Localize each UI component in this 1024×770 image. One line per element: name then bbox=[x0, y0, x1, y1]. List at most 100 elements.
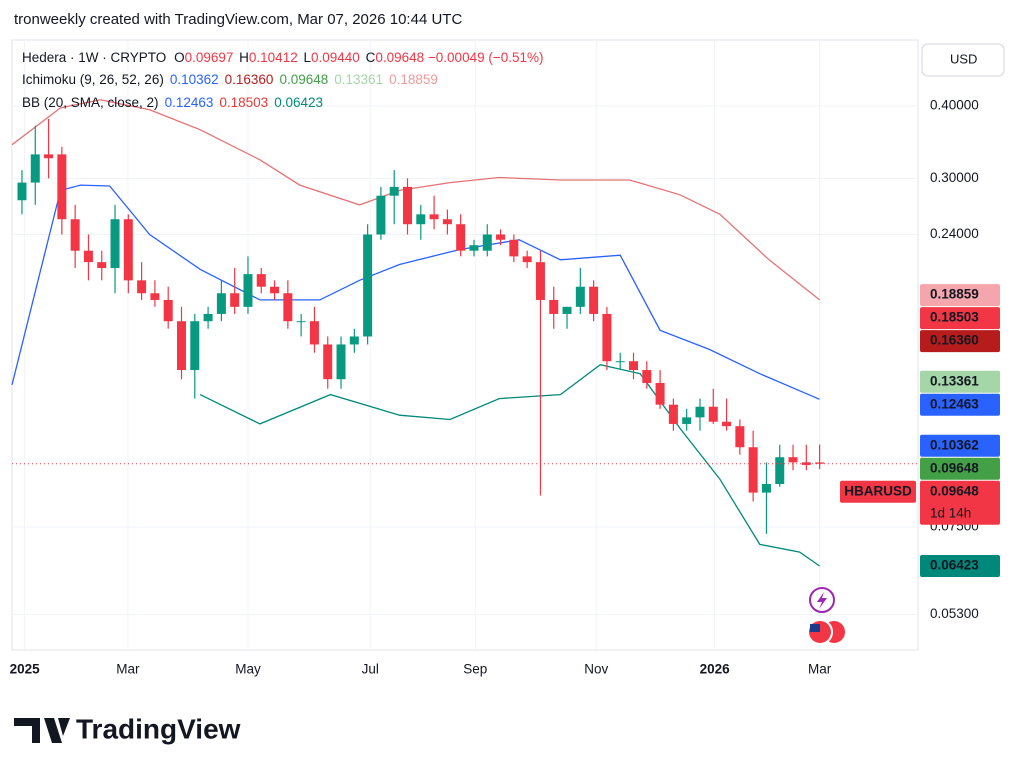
candle-body bbox=[761, 483, 771, 493]
legend-ichimoku: Ichimoku (9, 26, 52, 26) 0.10362 0.16360 0.… bbox=[22, 72, 438, 87]
candle-body bbox=[97, 262, 107, 269]
flag-canton bbox=[810, 624, 820, 632]
candle-body bbox=[801, 462, 811, 465]
x-tick-label: 2025 bbox=[10, 662, 41, 677]
price-tag-label: 0.12463 bbox=[930, 396, 979, 411]
currency: USD bbox=[950, 51, 977, 66]
candle-body bbox=[389, 186, 399, 196]
price-tag bbox=[920, 457, 1000, 480]
price-tag bbox=[920, 434, 1000, 457]
candle-body bbox=[668, 404, 678, 424]
candle-body bbox=[83, 250, 93, 263]
x-tick-label: May bbox=[235, 662, 261, 677]
x-tick-label: Mar bbox=[808, 662, 832, 677]
price-tag-label: 0.18503 bbox=[930, 310, 979, 325]
x-tick-label: Nov bbox=[584, 662, 608, 677]
candle-body bbox=[788, 457, 798, 463]
price-tag bbox=[920, 480, 1000, 525]
price-tag bbox=[920, 330, 1000, 353]
logo-mark bbox=[14, 718, 70, 743]
candle-body bbox=[629, 361, 639, 371]
x-tick-label: Jul bbox=[362, 662, 379, 677]
candle-body bbox=[57, 154, 67, 220]
candle-body bbox=[748, 447, 758, 493]
candle-body bbox=[30, 154, 40, 183]
ohlc-value: 0.09697 bbox=[185, 50, 234, 65]
candle-body bbox=[602, 313, 612, 362]
candle-body bbox=[349, 336, 359, 345]
countdown: 1d 14h bbox=[930, 505, 971, 520]
candle-body bbox=[482, 234, 492, 251]
candle-body bbox=[722, 421, 732, 427]
price-tag-label: 0.16360 bbox=[930, 333, 979, 348]
candle-body bbox=[642, 370, 652, 383]
candle-body bbox=[70, 219, 80, 251]
indicator-line bbox=[199, 363, 820, 567]
candle-body bbox=[150, 293, 160, 300]
candle-body bbox=[403, 186, 413, 225]
candle-body bbox=[163, 299, 173, 322]
candle-body bbox=[190, 321, 200, 371]
indicator-name: BB (20, SMA, close, 2) bbox=[22, 95, 159, 110]
candle-body bbox=[203, 313, 213, 322]
candle-body bbox=[17, 182, 27, 201]
price-tag-label: 0.06423 bbox=[930, 558, 979, 573]
candle-body bbox=[442, 219, 452, 225]
candle-body bbox=[429, 214, 439, 220]
y-tick-label: 0.30000 bbox=[930, 170, 979, 185]
ohlc-value: 0.10412 bbox=[249, 50, 298, 65]
y-tick-label: 0.40000 bbox=[930, 98, 979, 113]
candle-body bbox=[735, 426, 745, 448]
indicator-value: 0.18859 bbox=[389, 72, 438, 87]
candle-body bbox=[376, 195, 386, 235]
candle-body bbox=[283, 293, 293, 322]
candle-body bbox=[243, 274, 253, 307]
indicator-value: 0.09648 bbox=[279, 72, 328, 87]
currency-button[interactable] bbox=[921, 43, 1005, 77]
candle-body bbox=[456, 224, 466, 251]
ohlc-value: 0.09440 bbox=[311, 50, 360, 65]
ohlc-key: L bbox=[303, 50, 311, 65]
price-tag-label: 0.09648 bbox=[930, 483, 979, 498]
candle-body bbox=[256, 274, 266, 287]
candle-body bbox=[296, 321, 306, 323]
candle-body bbox=[682, 417, 692, 424]
change: −0.00049 (−0.51%) bbox=[428, 50, 544, 65]
x-tick-label: 2026 bbox=[700, 662, 731, 677]
candle-body bbox=[496, 234, 506, 240]
indicator-line bbox=[11, 99, 821, 301]
ohlc-key: H bbox=[239, 50, 249, 65]
price-tag bbox=[920, 370, 1000, 393]
indicator-value: 0.06423 bbox=[274, 95, 323, 110]
candle-body bbox=[230, 293, 240, 307]
price-tag bbox=[920, 284, 1000, 307]
candle-body bbox=[575, 286, 585, 307]
candle-body bbox=[815, 462, 825, 464]
price-tag-label: 0.10362 bbox=[930, 437, 979, 452]
candle-body bbox=[270, 286, 280, 294]
indicator-name: Ichimoku (9, 26, 52, 26) bbox=[22, 72, 164, 87]
candle-body bbox=[416, 214, 426, 225]
price-tag bbox=[920, 393, 1000, 416]
indicator-line bbox=[11, 184, 820, 400]
price-tag-label: 0.09648 bbox=[930, 460, 979, 475]
legend-bb: BB (20, SMA, close, 2) 0.12463 0.18503 0.06… bbox=[22, 95, 323, 110]
symbol: Hedera · 1W · CRYPTO bbox=[22, 50, 166, 65]
indicator-value: 0.13361 bbox=[334, 72, 383, 87]
candle-body bbox=[336, 344, 346, 380]
price-tag-label: 0.13361 bbox=[930, 373, 979, 388]
candle-body bbox=[323, 344, 333, 380]
price-tag-label: 0.18859 bbox=[930, 287, 979, 302]
y-tick-label: 0.24000 bbox=[930, 226, 979, 241]
candle-body bbox=[123, 219, 133, 281]
candle-body bbox=[216, 293, 226, 314]
branding: TradingView bbox=[76, 713, 241, 744]
legend-main: Hedera · 1W · CRYPTO O0.09697 H0.10412 L… bbox=[22, 50, 544, 65]
candle-body bbox=[708, 406, 718, 422]
candle-body bbox=[363, 234, 373, 337]
candle-body bbox=[562, 306, 572, 314]
plot bbox=[11, 40, 918, 650]
candle-body bbox=[177, 321, 187, 371]
price-tag bbox=[920, 555, 1000, 578]
